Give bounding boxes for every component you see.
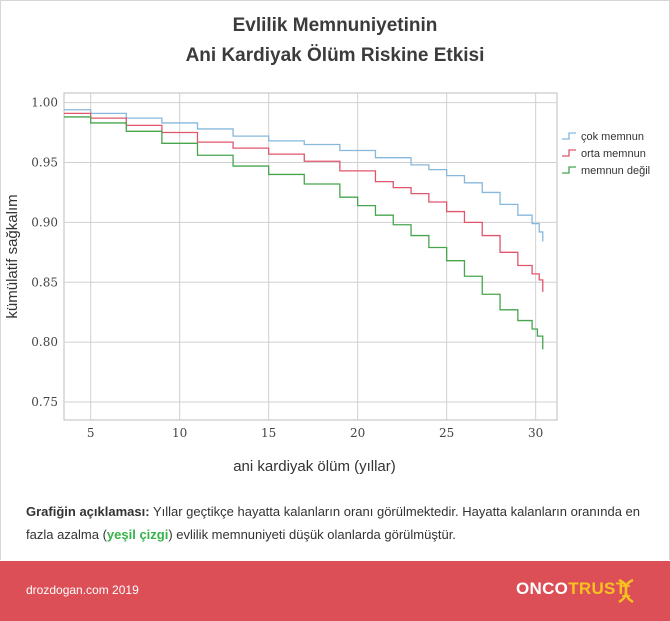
- frame-top: [0, 0, 670, 1]
- description-text-1: Yıllar geçtikçe hayatta kalanların oranı…: [26, 504, 641, 542]
- legend-swatch-0: [562, 132, 576, 140]
- series-line-2: [64, 116, 544, 350]
- logo-text-trust: TRUST: [568, 579, 627, 598]
- x-tick-label: 5: [87, 426, 95, 440]
- legend-swatch-2: [562, 166, 576, 174]
- series-line-1: [64, 112, 544, 292]
- legend-swatch-1: [562, 149, 576, 157]
- x-tick-label: 25: [439, 426, 454, 440]
- series-line-0: [64, 109, 544, 242]
- chart-title-line2: Ani Kardiyak Ölüm Riskine Etkisi: [185, 45, 485, 66]
- logo-text-onco: ONCO: [516, 579, 569, 598]
- frame-left: [0, 0, 1, 560]
- dna-ribbon-icon: [618, 578, 634, 604]
- description-text-2: ) evlilik memnuniyeti düşük olanlarda gö…: [168, 527, 456, 542]
- y-tick-label: 0.95: [31, 155, 58, 169]
- x-tick-label: 20: [350, 426, 365, 440]
- description-heading: Grafiğin açıklaması:: [26, 504, 150, 519]
- footer-bar: drozdogan.com 2019 ONCOTRUST: [0, 561, 670, 621]
- x-axis-label: ani kardiyak ölüm (yıllar): [233, 458, 396, 475]
- plot-area: [63, 92, 558, 421]
- oncotrust-logo[interactable]: ONCOTRUST: [516, 579, 626, 599]
- y-tick-label: 0.85: [31, 275, 58, 289]
- legend-label-1: orta memnun: [581, 148, 646, 160]
- description-highlight: yeşil çizgi: [106, 527, 169, 542]
- y-tick-label: 0.80: [31, 335, 58, 349]
- x-tick-label: 10: [172, 426, 187, 440]
- legend-label-0: çok memnun: [581, 131, 644, 143]
- y-tick-label: 0.90: [31, 215, 58, 229]
- chart-description: Grafiğin açıklaması: Yıllar geçtikçe hay…: [26, 500, 640, 546]
- x-tick-label: 30: [528, 426, 543, 440]
- chart-title-line1: Evlilik Memnuniyetinin: [232, 15, 438, 36]
- x-tick-label: 15: [261, 426, 276, 440]
- legend-label-2: memnun değil: [581, 165, 650, 177]
- y-axis-label: kümülatif sağkalım: [4, 194, 21, 318]
- y-tick-label: 1.00: [31, 96, 58, 110]
- y-tick-label: 0.75: [31, 395, 58, 409]
- survival-chart: 5 10 15 20 25 30 0.75 0.80 0.85 0.90 0.95 1.00 ani k…: [4, 92, 650, 475]
- footer-site-link[interactable]: drozdogan.com 2019: [26, 583, 139, 597]
